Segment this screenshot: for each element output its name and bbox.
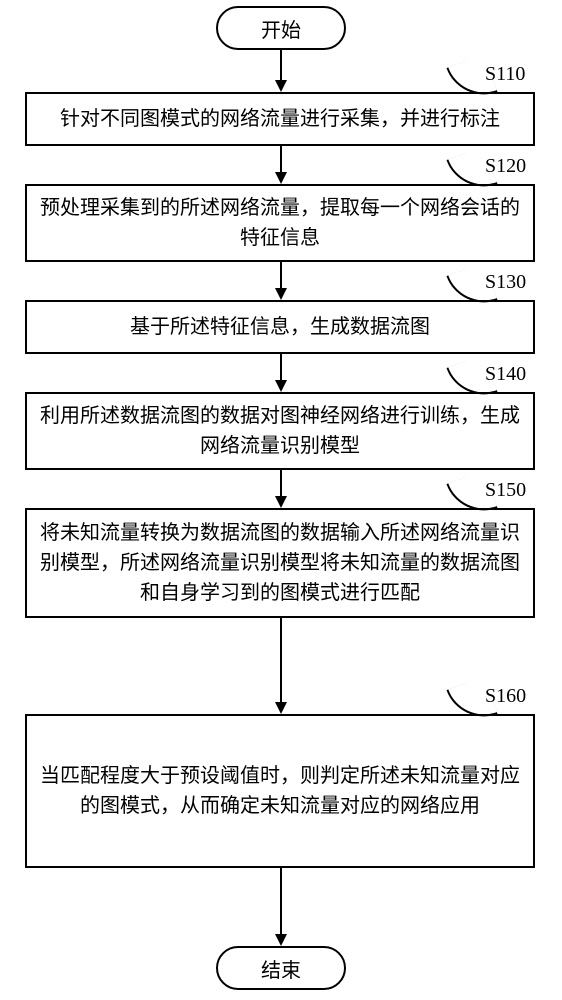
process-s120: 预处理采集到的所述网络流量，提取每一个网络会话的特征信息: [25, 184, 535, 262]
process-s130-text: 基于所述特征信息，生成数据流图: [130, 312, 430, 342]
arrow: [274, 470, 288, 508]
arrow: [274, 262, 288, 300]
arrow: [274, 618, 288, 714]
terminal-start: 开始: [216, 6, 346, 50]
flowchart-canvas: 开始 结束 针对不同图模式的网络流量进行采集，并进行标注 预处理采集到的所述网络…: [0, 0, 562, 1000]
process-s110: 针对不同图模式的网络流量进行采集，并进行标注: [25, 92, 535, 146]
arrow: [274, 354, 288, 392]
process-s140: 利用所述数据流图的数据对图神经网络进行训练，生成网络流量识别模型: [25, 392, 535, 470]
process-s150: 将未知流量转换为数据流图的数据输入所述网络流量识别模型，所述网络流量识别模型将未…: [25, 508, 535, 618]
terminal-start-text: 开始: [261, 14, 301, 43]
process-s160-text: 当匹配程度大于预设阈值时，则判定所述未知流量对应的图模式，从而确定未知流量对应的…: [39, 761, 521, 821]
process-s150-text: 将未知流量转换为数据流图的数据输入所述网络流量识别模型，所述网络流量识别模型将未…: [39, 518, 521, 608]
process-s110-text: 针对不同图模式的网络流量进行采集，并进行标注: [60, 104, 500, 134]
terminal-end-text: 结束: [261, 954, 301, 983]
arrow: [274, 146, 288, 184]
process-s120-text: 预处理采集到的所述网络流量，提取每一个网络会话的特征信息: [39, 193, 521, 253]
process-s140-text: 利用所述数据流图的数据对图神经网络进行训练，生成网络流量识别模型: [39, 401, 521, 461]
arrow: [274, 868, 288, 946]
terminal-end: 结束: [216, 946, 346, 990]
process-s160: 当匹配程度大于预设阈值时，则判定所述未知流量对应的图模式，从而确定未知流量对应的…: [25, 714, 535, 868]
process-s130: 基于所述特征信息，生成数据流图: [25, 300, 535, 354]
arrow: [274, 50, 288, 92]
